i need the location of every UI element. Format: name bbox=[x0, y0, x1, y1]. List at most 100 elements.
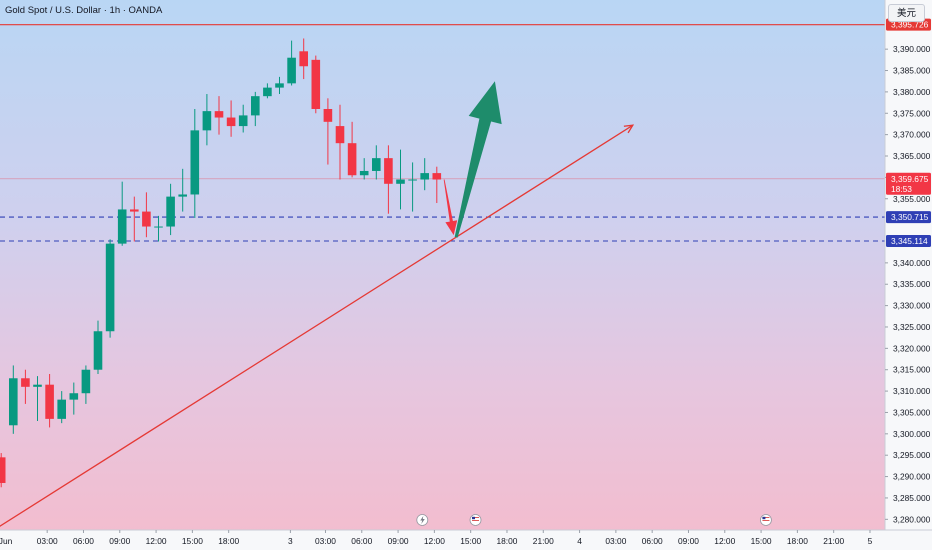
candle[interactable] bbox=[81, 365, 91, 404]
current-price-tag-text: 3,359.675 bbox=[891, 174, 929, 184]
time-tick-label: 06:00 bbox=[351, 536, 372, 546]
time-tick-label: 03:00 bbox=[37, 536, 58, 546]
current-price-tag-text: 18:53 bbox=[891, 184, 912, 194]
flag-stripe bbox=[472, 520, 480, 521]
candle[interactable] bbox=[130, 196, 139, 242]
us-flag-icon[interactable] bbox=[469, 514, 482, 526]
candle[interactable] bbox=[105, 239, 115, 338]
candle[interactable] bbox=[202, 94, 212, 146]
flag-stripe bbox=[472, 518, 480, 520]
candle-body bbox=[311, 59, 321, 109]
currency-button[interactable]: 美元 bbox=[888, 4, 925, 22]
up-arrow-annotation[interactable] bbox=[454, 81, 502, 238]
candle[interactable] bbox=[93, 320, 103, 374]
flag-canton bbox=[762, 516, 766, 520]
candle[interactable] bbox=[251, 91, 260, 127]
flag-stripe bbox=[472, 517, 480, 518]
candle-body bbox=[275, 83, 284, 88]
candle[interactable] bbox=[299, 38, 308, 80]
candle[interactable] bbox=[396, 149, 405, 210]
candle[interactable] bbox=[69, 382, 79, 415]
time-tick-label: 12:00 bbox=[424, 536, 445, 546]
price-axis[interactable]: 3,390.000 3,385.000 3,380.000 3,375.000 3,37… bbox=[884, 0, 932, 550]
candle[interactable] bbox=[238, 104, 248, 133]
us-flag-icon[interactable] bbox=[760, 514, 772, 526]
candle[interactable] bbox=[9, 365, 18, 434]
candle[interactable] bbox=[154, 215, 163, 242]
candle-body bbox=[190, 130, 200, 195]
time-axis[interactable]: Jun 03:00 06:00 09:00 12:00 15:00 18:00 3 03:00 0… bbox=[0, 529, 932, 550]
candle[interactable] bbox=[33, 376, 42, 422]
price-tick-label: 3,305.000 bbox=[893, 407, 931, 417]
price-tick-label: 3,320.000 bbox=[893, 343, 931, 353]
candle[interactable] bbox=[275, 76, 284, 95]
candle[interactable] bbox=[432, 166, 442, 204]
candle-body bbox=[69, 393, 79, 400]
candle-body bbox=[21, 378, 30, 387]
time-tick-label: 06:00 bbox=[642, 536, 663, 546]
lightning-glyph bbox=[420, 516, 425, 524]
price-tag-resistance-text: 3,395.726 bbox=[891, 20, 929, 30]
candle[interactable] bbox=[45, 373, 54, 428]
time-tick-label: 15:00 bbox=[460, 536, 481, 546]
plot-area[interactable] bbox=[0, 24, 885, 530]
candle[interactable] bbox=[408, 162, 417, 212]
lightning-icon[interactable] bbox=[416, 514, 429, 526]
time-tick-label: 15:00 bbox=[182, 536, 203, 546]
down-arrow-annotation[interactable] bbox=[443, 179, 458, 236]
candle-body bbox=[142, 211, 151, 227]
candle[interactable] bbox=[190, 108, 200, 218]
candle-body bbox=[166, 196, 175, 227]
candle[interactable] bbox=[21, 369, 30, 404]
candle-body bbox=[420, 173, 429, 180]
price-tick-label: 3,330.000 bbox=[893, 301, 931, 311]
time-tick-label: 06:00 bbox=[73, 536, 94, 546]
candle[interactable] bbox=[323, 98, 333, 165]
price-axis-background bbox=[885, 0, 932, 550]
candle[interactable] bbox=[226, 100, 236, 137]
candle-body bbox=[359, 170, 369, 176]
candle[interactable] bbox=[166, 183, 175, 236]
candle[interactable] bbox=[420, 158, 429, 191]
candle-body bbox=[226, 117, 236, 127]
candle[interactable] bbox=[384, 145, 393, 214]
candle-body bbox=[33, 384, 42, 387]
candle-body bbox=[117, 209, 127, 244]
time-tick-label: 4 bbox=[577, 536, 582, 546]
price-tag-level-2[interactable] bbox=[886, 235, 931, 248]
candle[interactable] bbox=[214, 96, 224, 135]
candle[interactable] bbox=[117, 181, 127, 246]
time-axis-background bbox=[0, 530, 932, 550]
candle-body bbox=[130, 209, 139, 212]
current-price-tag[interactable] bbox=[886, 172, 931, 195]
candle[interactable] bbox=[0, 453, 6, 488]
price-tick-label: 3,290.000 bbox=[893, 472, 931, 482]
candle[interactable] bbox=[372, 145, 381, 180]
candle[interactable] bbox=[347, 121, 357, 178]
candle-body bbox=[0, 457, 6, 483]
candle[interactable] bbox=[263, 83, 272, 99]
candle-body bbox=[287, 57, 296, 84]
candle-body bbox=[178, 194, 187, 197]
candle[interactable] bbox=[178, 168, 187, 212]
candle-body bbox=[396, 179, 405, 184]
flag-stripe bbox=[472, 521, 480, 523]
price-tag-level-2-text: 3,345.114 bbox=[891, 236, 928, 246]
candle[interactable] bbox=[311, 55, 321, 114]
flag-stripe bbox=[762, 521, 770, 523]
price-tag-level-1[interactable] bbox=[886, 211, 931, 224]
trendline[interactable] bbox=[0, 124, 634, 530]
candle[interactable] bbox=[287, 40, 296, 86]
candle[interactable] bbox=[359, 158, 369, 180]
candle[interactable] bbox=[57, 391, 66, 424]
candle-body bbox=[57, 399, 66, 419]
candle[interactable] bbox=[142, 192, 151, 238]
candle[interactable] bbox=[335, 104, 345, 180]
candle-body bbox=[105, 243, 115, 332]
time-tick-label: 18:00 bbox=[218, 536, 239, 546]
us-flag-icon-circle bbox=[469, 514, 482, 526]
time-tick-label: 09:00 bbox=[388, 536, 409, 546]
time-tick-label: 09:00 bbox=[678, 536, 699, 546]
